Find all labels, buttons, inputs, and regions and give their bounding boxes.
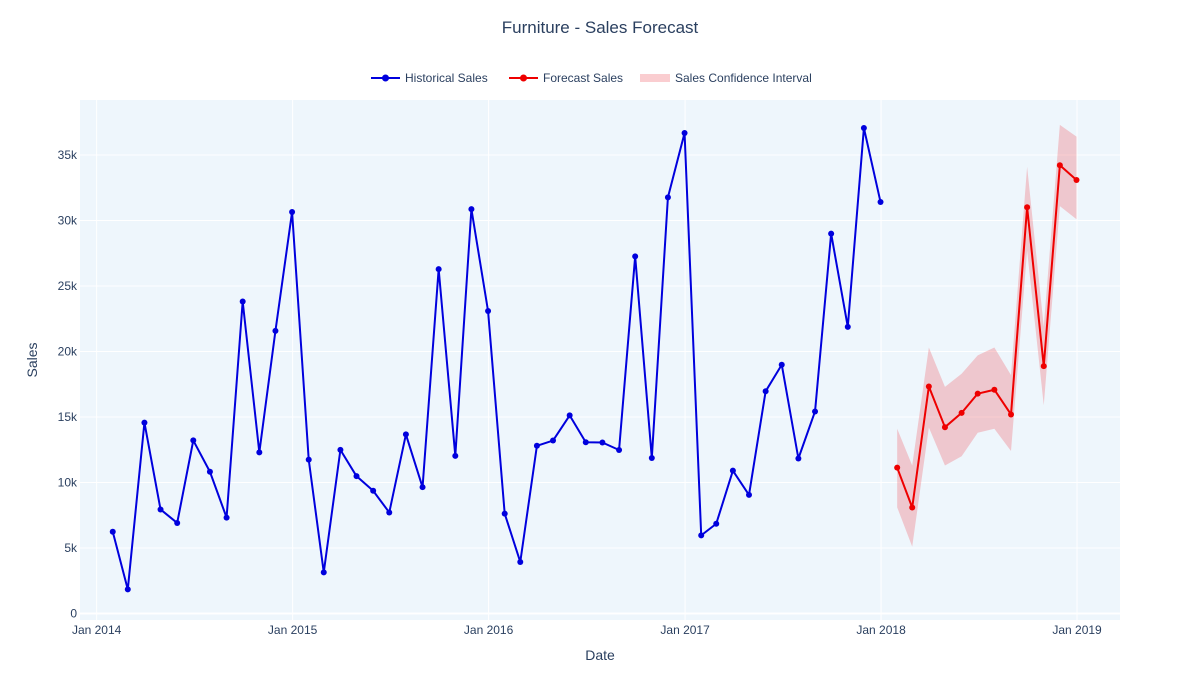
- historical-sales-point[interactable]: [468, 206, 475, 213]
- historical-sales-point[interactable]: [501, 510, 508, 517]
- historical-sales-point[interactable]: [648, 454, 655, 461]
- historical-sales-point[interactable]: [435, 266, 442, 273]
- historical-sales-point[interactable]: [795, 455, 802, 462]
- forecast-sales-point[interactable]: [958, 409, 965, 416]
- historical-sales-point[interactable]: [616, 446, 623, 453]
- forecast-series: [894, 162, 1080, 511]
- historical-sales-point[interactable]: [566, 412, 573, 419]
- x-tick-label: Jan 2018: [856, 623, 906, 637]
- forecast-sales-point[interactable]: [1008, 411, 1015, 418]
- historical-sales-point[interactable]: [828, 230, 835, 237]
- x-tick-label: Jan 2017: [660, 623, 710, 637]
- historical-sales-point[interactable]: [860, 125, 867, 132]
- y-axis-title: Sales: [24, 342, 40, 377]
- y-axis-ticks: 0 5k 10k 15k 20k 25k 30k 35k: [58, 148, 78, 620]
- historical-sales-point[interactable]: [174, 519, 181, 526]
- chart-title: Furniture - Sales Forecast: [502, 18, 699, 37]
- historical-sales-point[interactable]: [256, 449, 263, 456]
- confidence-band: [897, 124, 1077, 547]
- historical-sales-point[interactable]: [190, 437, 197, 444]
- forecast-sales-point[interactable]: [1024, 204, 1031, 211]
- historical-sales-point[interactable]: [305, 456, 312, 463]
- legend-confidence-label[interactable]: Sales Confidence Interval: [675, 71, 812, 85]
- forecast-sales-point[interactable]: [974, 390, 981, 397]
- historical-sales-point[interactable]: [550, 437, 557, 444]
- x-axis-ticks: Jan 2014 Jan 2015 Jan 2016 Jan 2017 Jan 2018…: [72, 623, 1102, 637]
- legend-historical-label[interactable]: Historical Sales: [405, 71, 488, 85]
- x-tick-label: Jan 2016: [464, 623, 514, 637]
- historical-sales-point[interactable]: [124, 586, 131, 593]
- historical-sales-point[interactable]: [698, 532, 705, 539]
- x-tick-label: Jan 2015: [268, 623, 318, 637]
- y-tick-label: 10k: [58, 475, 78, 489]
- historical-sales-point[interactable]: [402, 431, 409, 438]
- historical-sales-point[interactable]: [778, 361, 785, 368]
- forecast-sales-point[interactable]: [1040, 363, 1047, 370]
- forecast-sales-line: [896, 164, 1078, 509]
- forecast-sales-point[interactable]: [1056, 162, 1063, 169]
- historical-sales-point[interactable]: [713, 520, 720, 527]
- historical-sales-line: [111, 127, 882, 591]
- historical-sales-point[interactable]: [272, 327, 279, 334]
- plot-area: [80, 100, 1120, 620]
- historical-sales-point[interactable]: [109, 528, 116, 535]
- y-tick-label: 5k: [64, 541, 78, 555]
- historical-sales-point[interactable]: [877, 199, 884, 206]
- historical-sales-point[interactable]: [729, 467, 736, 474]
- historical-sales-point[interactable]: [353, 473, 360, 480]
- historical-sales-point[interactable]: [533, 442, 540, 449]
- historical-sales-point[interactable]: [599, 439, 606, 446]
- historical-sales-point[interactable]: [386, 509, 393, 516]
- forecast-sales-point[interactable]: [941, 424, 948, 431]
- historical-sales-point[interactable]: [664, 194, 671, 201]
- legend-confidence-swatch: [640, 74, 670, 82]
- historical-sales-point[interactable]: [370, 487, 377, 494]
- forecast-sales-point[interactable]: [991, 386, 998, 393]
- legend-forecast-marker: [520, 74, 527, 82]
- x-axis-title: Date: [585, 647, 615, 663]
- historical-sales-point[interactable]: [337, 446, 344, 453]
- forecast-sales-point[interactable]: [1073, 177, 1080, 184]
- x-tick-label: Jan 2014: [72, 623, 122, 637]
- y-tick-label: 20k: [58, 344, 78, 358]
- historical-sales-point[interactable]: [762, 388, 769, 395]
- historical-sales-point[interactable]: [419, 484, 426, 491]
- gridlines: [80, 100, 1120, 620]
- y-tick-label: 15k: [58, 410, 78, 424]
- y-tick-label: 30k: [58, 214, 78, 228]
- forecast-sales-point[interactable]: [925, 383, 932, 390]
- historical-sales-point[interactable]: [582, 439, 589, 446]
- legend[interactable]: Historical Sales Forecast Sales Sales Co…: [371, 71, 812, 85]
- historical-sales-point[interactable]: [141, 419, 148, 426]
- legend-historical-marker: [382, 74, 389, 82]
- forecast-sales-point[interactable]: [894, 464, 901, 471]
- historical-sales-point[interactable]: [320, 569, 327, 576]
- historical-sales-point[interactable]: [223, 514, 230, 521]
- confidence-interval-area: [897, 124, 1077, 547]
- historical-sales-point[interactable]: [206, 468, 213, 475]
- historical-sales-point[interactable]: [485, 308, 492, 315]
- historical-sales-point[interactable]: [452, 452, 459, 459]
- historical-sales-point[interactable]: [289, 208, 296, 215]
- historical-series: [109, 125, 884, 593]
- historical-sales-point[interactable]: [681, 130, 688, 137]
- y-tick-label: 0: [70, 606, 77, 620]
- forecast-sales-point[interactable]: [909, 504, 916, 511]
- historical-sales-point[interactable]: [745, 491, 752, 498]
- historical-sales-point[interactable]: [844, 323, 851, 330]
- historical-sales-point[interactable]: [632, 253, 639, 260]
- historical-sales-point[interactable]: [517, 558, 524, 565]
- y-tick-label: 25k: [58, 279, 78, 293]
- y-tick-label: 35k: [58, 148, 78, 162]
- historical-sales-point[interactable]: [157, 506, 164, 513]
- x-tick-label: Jan 2019: [1052, 623, 1102, 637]
- legend-forecast-label[interactable]: Forecast Sales: [543, 71, 623, 85]
- historical-sales-point[interactable]: [812, 408, 819, 415]
- historical-sales-point[interactable]: [239, 298, 246, 305]
